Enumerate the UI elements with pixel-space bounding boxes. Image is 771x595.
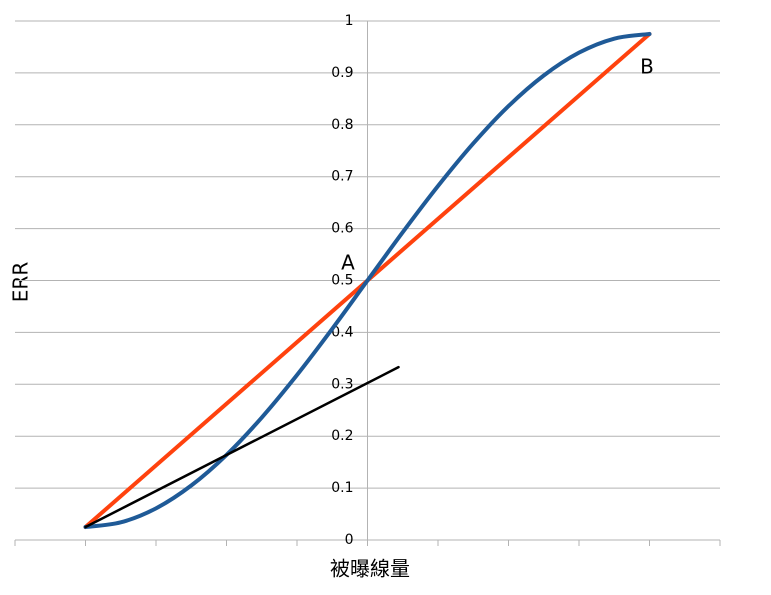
y-tick-label: 0.5 — [331, 273, 353, 289]
y-tick-label: 0.4 — [331, 324, 353, 340]
y-tick-label: 0.3 — [331, 376, 353, 392]
y-tick-label: 0.2 — [331, 428, 353, 444]
y-tick-label: 0.6 — [331, 221, 353, 237]
y-tick-label: 0 — [345, 532, 354, 548]
y-tick-label: 1 — [345, 13, 354, 29]
series-line — [83, 31, 652, 530]
x-axis-label: 被曝線量 — [330, 557, 410, 581]
y-axis-label: ERR — [9, 262, 33, 303]
annotation: B — [640, 55, 654, 79]
annotation: A — [341, 251, 355, 275]
y-tick-label: 0.1 — [331, 480, 353, 496]
y-tick-label: 0.9 — [331, 65, 353, 81]
series-line — [84, 365, 400, 529]
y-tick-label: 0.8 — [331, 117, 353, 133]
y-tick-label: 0.7 — [331, 169, 353, 185]
